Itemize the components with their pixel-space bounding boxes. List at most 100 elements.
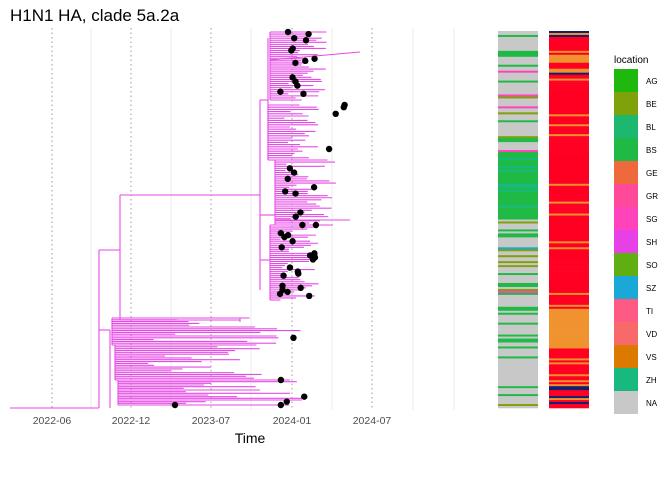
heatmap-cell	[498, 201, 538, 204]
heatmap-cell	[498, 312, 538, 316]
legend-label: VS	[646, 353, 657, 362]
heatmap-cell	[549, 364, 589, 367]
heatmap-cell	[498, 372, 538, 375]
heatmap-cell	[498, 275, 538, 278]
heatmap-cell	[498, 245, 538, 248]
heatmap-cell	[498, 181, 538, 185]
heatmap-cell	[498, 288, 538, 292]
heatmap-cell	[549, 167, 589, 171]
heatmap-cell	[498, 284, 538, 288]
heatmap-cell	[549, 358, 589, 361]
heatmap-cell	[498, 199, 538, 202]
heatmap-cell	[498, 231, 538, 234]
heatmap-cell	[498, 338, 538, 341]
tip-dot	[300, 90, 307, 98]
legend-label: ZH	[646, 376, 657, 385]
heatmap-cell	[498, 263, 538, 266]
heatmap-cell	[549, 229, 589, 232]
legend-swatch	[614, 322, 638, 345]
heatmap-cell	[549, 60, 589, 64]
heatmap-cell	[549, 320, 589, 323]
heatmap-cell	[549, 64, 589, 68]
heatmap-cell	[498, 175, 538, 179]
heatmap-cell	[498, 118, 538, 121]
tip-dot	[294, 82, 301, 89]
legend-swatch	[614, 276, 638, 299]
heatmap-cell	[498, 193, 538, 196]
tip-dot	[277, 376, 285, 384]
heatmap-cell	[549, 36, 589, 40]
heatmap-cell	[549, 374, 589, 377]
heatmap-cell	[498, 150, 538, 153]
heatmap-cell	[498, 185, 538, 189]
heatmap-cell	[498, 146, 538, 149]
heatmap-cell	[549, 227, 589, 230]
heatmap-cell	[549, 380, 589, 383]
heatmap-cell	[549, 165, 589, 169]
heatmap-cell	[549, 90, 589, 93]
heatmap-cell	[498, 398, 538, 401]
heatmap-cell	[498, 78, 538, 81]
heatmap-cell	[549, 400, 589, 403]
legend-swatch	[614, 391, 638, 414]
heatmap-cell	[549, 382, 589, 385]
tip-dot	[292, 59, 299, 67]
heatmap-cell	[549, 390, 589, 393]
heatmap-cell	[549, 340, 589, 343]
legend-label: BE	[646, 100, 657, 109]
legend-label: SG	[646, 215, 658, 224]
tip-dot	[291, 34, 298, 42]
heatmap-cell	[549, 171, 589, 175]
heatmap-cell	[498, 183, 538, 187]
heatmap-cell	[498, 394, 538, 397]
heatmap-cell	[549, 284, 589, 288]
heatmap-cell	[549, 370, 589, 373]
heatmap-cell	[549, 312, 589, 316]
heatmap-cell	[549, 298, 589, 302]
heatmap-cell	[549, 406, 589, 409]
heatmap-cell	[498, 66, 538, 69]
heatmap-cell	[498, 152, 538, 155]
heatmap-cell	[498, 70, 538, 73]
heatmap-cell	[549, 128, 589, 131]
tip-dot	[284, 288, 291, 296]
heatmap-cell	[498, 360, 538, 363]
heatmap-cell	[549, 116, 589, 119]
heatmap-cell	[549, 161, 589, 165]
legend-swatch	[614, 161, 638, 184]
heatmap-cell	[549, 324, 589, 327]
heatmap-cell	[549, 292, 589, 296]
heatmap-cell	[498, 380, 538, 383]
heatmap-cell	[549, 332, 589, 335]
heatmap-cell	[549, 38, 589, 42]
heatmap-cell	[498, 195, 538, 198]
heatmap-cell	[549, 100, 589, 103]
heatmap-cell	[498, 356, 538, 359]
heatmap-cell	[498, 314, 538, 318]
heatmap-cell	[498, 386, 538, 389]
heatmap-cell	[498, 366, 538, 369]
heatmap-cell	[498, 336, 538, 339]
legend-swatch	[614, 138, 638, 161]
tip-dot	[280, 272, 287, 279]
heatmap-cell	[549, 74, 589, 77]
heatmap-cell	[549, 183, 589, 187]
heatmap-cell	[549, 386, 589, 389]
heatmap-cell	[498, 68, 538, 71]
heatmap-cell	[498, 128, 538, 131]
heatmap-cell	[498, 60, 538, 64]
heatmap-cell	[498, 148, 538, 151]
heatmap-cell	[549, 58, 589, 62]
heatmap-cell	[549, 120, 589, 123]
heatmap-cell	[549, 140, 589, 143]
heatmap-cell	[549, 376, 589, 379]
heatmap-cell	[498, 346, 538, 349]
tip-dot	[290, 334, 297, 341]
heatmap-cell	[549, 288, 589, 292]
heatmap-cell	[498, 310, 538, 314]
legend-label: GE	[646, 169, 658, 178]
heatmap-cell	[498, 189, 538, 193]
heatmap-cell	[498, 144, 538, 147]
heatmap-cell	[498, 378, 538, 381]
x-tick-label: 2024-07	[353, 415, 392, 427]
